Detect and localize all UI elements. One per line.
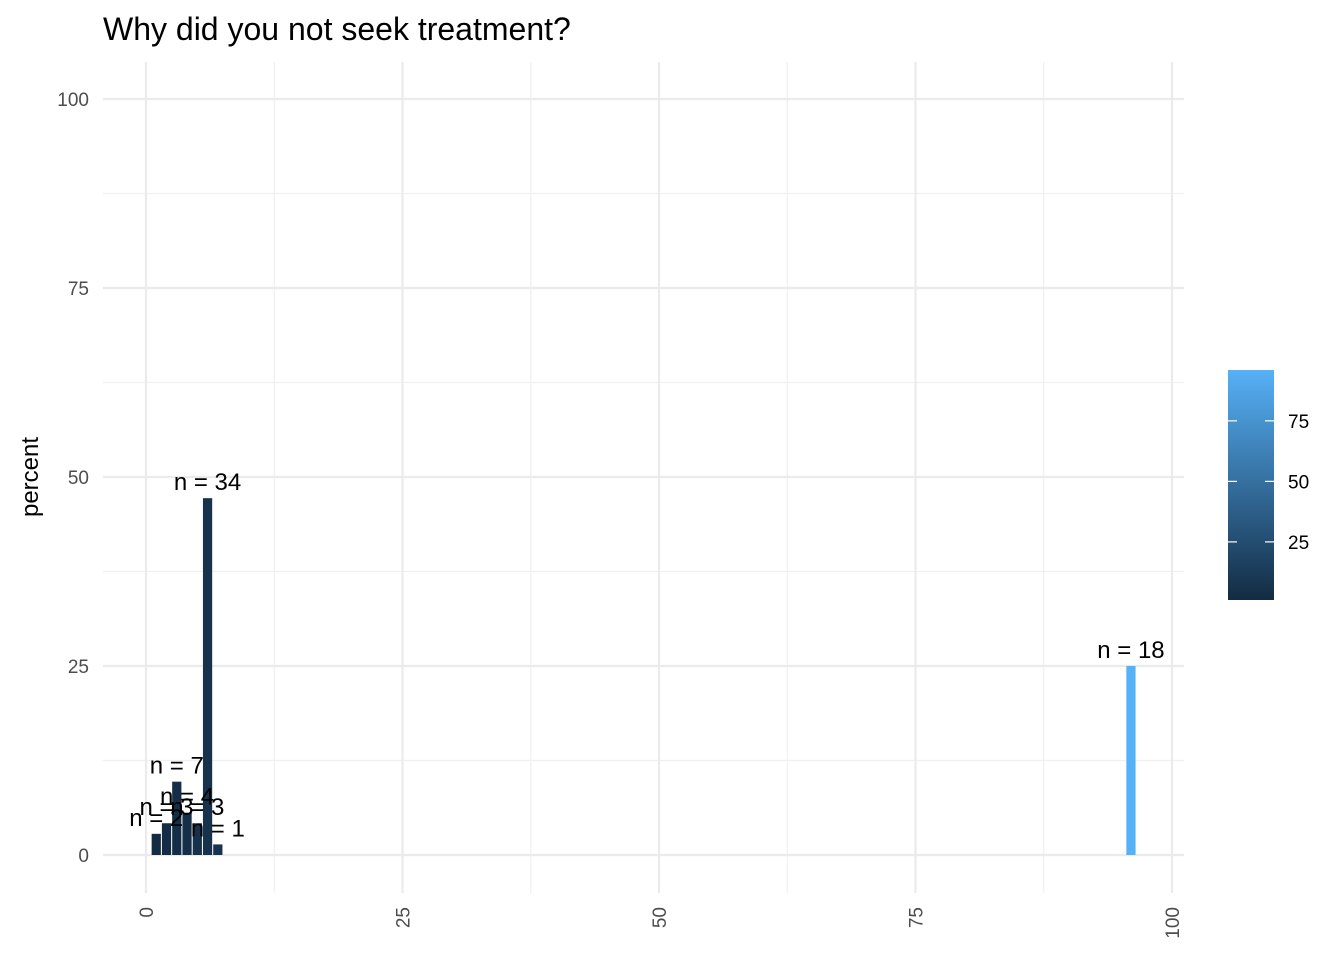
- bar: [192, 823, 202, 855]
- data-label: n = 3: [170, 794, 224, 821]
- x-axis-ticks: 0 25 50 75 100: [137, 907, 1184, 939]
- x-tick-label: 50: [650, 907, 671, 928]
- y-tick-label: 0: [78, 846, 89, 867]
- y-axis-label: percent: [17, 437, 44, 517]
- bar: [1126, 666, 1136, 855]
- bars: [151, 498, 1136, 855]
- data-label: n = 18: [1097, 637, 1164, 664]
- legend-tick-label: 50: [1288, 472, 1309, 493]
- bar: [172, 781, 182, 855]
- y-tick-label: 50: [68, 468, 89, 489]
- data-label: n = 7: [150, 753, 204, 780]
- x-tick-label: 75: [907, 907, 928, 928]
- data-label: n = 1: [191, 815, 245, 842]
- data-label: n = 3: [139, 794, 193, 821]
- major-gridlines: [103, 62, 1184, 893]
- y-tick-label: 25: [68, 657, 89, 678]
- x-tick-label: 25: [394, 907, 415, 928]
- data-labels: n = 2n = 3 n = 7 n = 4n = 3 n = 34 n = 1 n = …: [129, 469, 1164, 842]
- chart-title: Why did you not seek treatment?: [103, 11, 571, 47]
- x-tick-label: 0: [137, 907, 158, 918]
- legend-tick-label: 25: [1288, 533, 1309, 554]
- x-tick-label: 100: [1163, 907, 1184, 939]
- color-legend: 25 50 75: [1228, 370, 1309, 600]
- bar: [151, 833, 161, 855]
- bar: [161, 823, 172, 855]
- y-axis-ticks: 0 25 50 75 100: [57, 90, 89, 867]
- y-tick-label: 100: [57, 90, 89, 111]
- bar: [213, 844, 223, 855]
- legend-tick-label: 75: [1288, 412, 1309, 433]
- bar: [182, 812, 192, 855]
- legend-colorbar: [1228, 370, 1274, 600]
- data-label: n = 2: [129, 805, 183, 832]
- data-label: n = 4: [160, 784, 214, 811]
- data-label: n = 34: [174, 469, 241, 496]
- bar: [202, 498, 213, 855]
- y-tick-label: 75: [68, 279, 89, 300]
